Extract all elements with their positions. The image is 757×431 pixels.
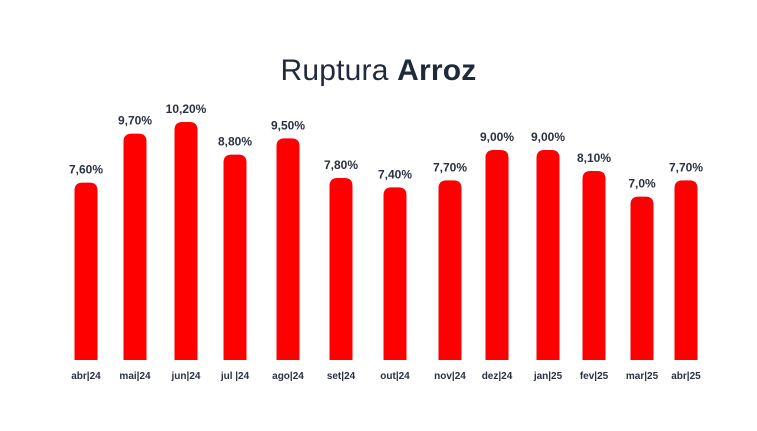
bar-ago24 [276, 138, 300, 360]
bar-nov24 [438, 180, 462, 360]
category-label: mar|25 [626, 371, 659, 382]
bar-jul24 [223, 154, 247, 360]
bar-jun24 [174, 122, 198, 360]
value-label: 8,10% [577, 151, 611, 165]
bar-out24 [383, 187, 407, 360]
value-label: 8,80% [218, 135, 252, 149]
value-label: 9,70% [118, 114, 152, 128]
bars-group [74, 122, 698, 360]
category-label: out|24 [380, 371, 410, 382]
value-label: 7,40% [378, 167, 412, 181]
category-label: mai|24 [119, 371, 151, 382]
chart-title-regular: Ruptura [280, 54, 389, 87]
value-label: 7,80% [324, 158, 358, 172]
bar-fev25 [582, 171, 606, 360]
bar-set24 [329, 178, 353, 360]
category-label: jan|25 [533, 371, 563, 382]
category-label: jun|24 [171, 371, 201, 382]
value-label: 9,50% [271, 118, 305, 132]
category-label: jul |24 [220, 371, 250, 382]
bar-dez24 [485, 150, 509, 360]
value-label: 10,20% [166, 102, 207, 116]
value-label: 7,70% [433, 160, 467, 174]
bar-mai24 [123, 133, 147, 360]
bar-abr24 [74, 182, 98, 360]
category-labels-group: abr|24 mai|24 jun|24 jul |24 ago|24 set|24 out… [71, 371, 701, 382]
chart-title-bold: Arroz [397, 54, 477, 87]
value-label: 9,00% [480, 130, 514, 144]
category-label: dez|24 [482, 371, 513, 382]
category-label: ago|24 [272, 371, 304, 382]
category-label: abr|24 [71, 371, 101, 382]
category-label: nov|24 [434, 371, 466, 382]
bar-abr25 [674, 180, 698, 360]
bar-jan25 [536, 150, 560, 360]
value-label: 7,0% [628, 177, 656, 191]
value-label: 7,60% [69, 163, 103, 177]
category-label: fev|25 [580, 371, 609, 382]
value-labels-group: 7,60% 9,70% 10,20% 8,80% 9,50% 7,80% 7,40% 7,70… [69, 102, 703, 191]
value-label: 9,00% [531, 130, 565, 144]
bar-mar25 [630, 196, 654, 360]
category-label: abr|25 [671, 371, 701, 382]
chart-title: Ruptura Arroz [0, 54, 757, 88]
value-label: 7,70% [669, 160, 703, 174]
category-label: set|24 [327, 371, 356, 382]
